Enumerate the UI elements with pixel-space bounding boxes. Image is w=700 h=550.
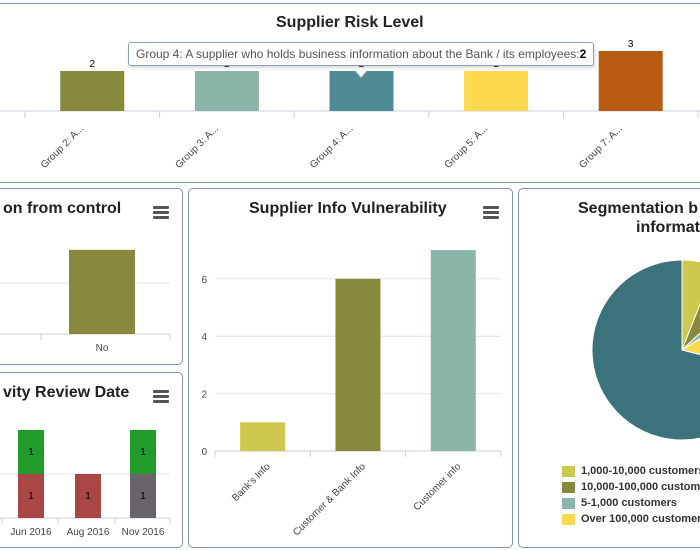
tooltip-pointer: [354, 70, 368, 79]
x-tick-label: Group 5: A...: [443, 123, 490, 170]
segmentation-panel: Segmentation b informat 1,000-10,000 cus…: [518, 188, 700, 548]
bar-segment: [18, 430, 44, 474]
vulnerability-chart: 0 2 4 6 Bank's Info Customer & Bank Info Custo…: [201, 250, 502, 538]
chart-tooltip: Group 4: A supplier who holds business i…: [128, 42, 595, 66]
tooltip-text: Group 4: A supplier who holds business i…: [136, 47, 580, 61]
control-chart: No: [0, 249, 171, 354]
pie-slice: [680, 337, 700, 356]
bar-segment: [130, 430, 156, 474]
vulnerability-panel: Supplier Info Vulnerability 0 2 4 6 Bank's I…: [188, 188, 513, 548]
review-chart: 1 1 Jun 2016 1 Aug 2016 1 1 Nov 2016: [0, 430, 171, 538]
hamburger-menu-icon[interactable]: [483, 206, 499, 220]
legend-item[interactable]: Over 100,000 customer: [562, 513, 700, 525]
bar-segment: [18, 474, 44, 518]
data-label: 1: [140, 491, 146, 502]
bar: [335, 278, 381, 451]
x-tick-label: Jun 2016: [10, 527, 52, 538]
y-tick-label: 0: [201, 447, 207, 458]
review-panel: vity Review Date 1 1 Jun 2016 1 Aug 2016 1 1 No…: [0, 372, 183, 548]
y-tick-label: 6: [201, 275, 207, 286]
legend-item[interactable]: 1,000-10,000 customers: [562, 465, 700, 477]
legend-item[interactable]: 10,000-100,000 custom: [562, 481, 700, 493]
hamburger-menu-icon[interactable]: [153, 206, 169, 220]
chart-title-line1: Segmentation b: [578, 200, 699, 217]
x-tick-label: Group 2: A...: [39, 123, 86, 170]
data-label: 1: [28, 491, 34, 502]
x-tick-label: Group 7: A...: [577, 123, 624, 170]
chart-title: Supplier Info Vulnerability: [249, 200, 447, 217]
hamburger-menu-icon[interactable]: [153, 390, 169, 404]
bar: [60, 71, 125, 111]
chart-title-line2: informat: [636, 219, 700, 236]
bar: [194, 71, 259, 111]
y-tick-label: 2: [201, 390, 207, 401]
segmentation-pie: [591, 259, 700, 441]
data-label: 1: [85, 491, 91, 502]
y-tick-label: 4: [201, 332, 207, 343]
x-tick-label: Customer & Bank Info: [291, 461, 368, 538]
x-tick-label: Group 4: A...: [308, 123, 355, 170]
bar-segment: [75, 474, 101, 518]
data-label: 1: [140, 447, 146, 458]
x-tick-label: Bank's Info: [230, 461, 273, 504]
bar: [464, 71, 529, 111]
data-label: 1: [28, 447, 34, 458]
x-tick-label: No: [96, 343, 109, 354]
x-tick-label: Group 3: A...: [174, 123, 221, 170]
chart-title: Supplier Risk Level: [276, 14, 424, 31]
x-tick-label: Aug 2016: [67, 527, 110, 538]
bar: [430, 250, 476, 451]
bar: [69, 249, 135, 334]
x-tick-label: Customer info: [412, 461, 464, 513]
x-tick-label: Nov 2016: [122, 527, 165, 538]
bar: [598, 51, 663, 111]
data-label: 3: [628, 39, 634, 50]
bar: [240, 422, 286, 451]
data-label: 2: [90, 59, 96, 70]
legend-item[interactable]: 5-1,000 customers: [562, 497, 677, 509]
chart-title: vity Review Date: [3, 384, 130, 401]
tooltip-value: 2: [579, 47, 587, 61]
bar-segment: [130, 474, 156, 518]
chart-title: on from control: [3, 200, 122, 217]
control-panel: on from control No: [0, 188, 183, 365]
pie-slice: [591, 259, 700, 441]
